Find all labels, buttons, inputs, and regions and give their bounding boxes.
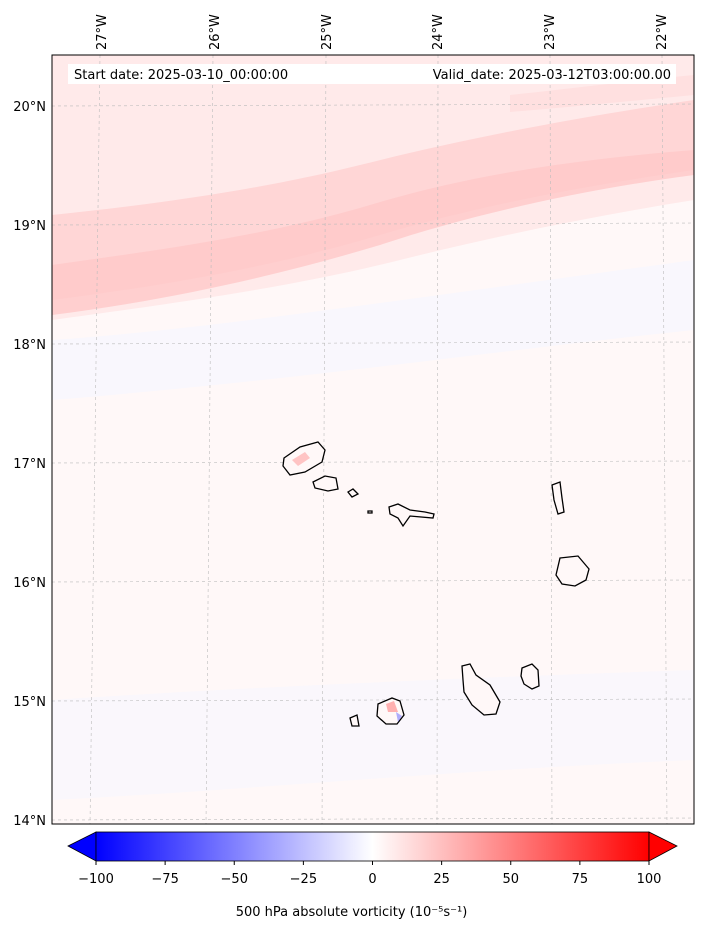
header-box: [68, 64, 676, 84]
colorbar-tick-label: 50: [502, 872, 519, 887]
island-boa-vista: [555, 555, 590, 587]
colorbar-extend-right: [648, 831, 678, 862]
colorbar-tick-label: −75: [151, 872, 178, 887]
map-frame: [51, 54, 695, 825]
lat-labels: 20°N 19°N 18°N 17°N 16°N 15°N 14°N: [13, 100, 46, 829]
lon-label-25w: 25°W: [320, 14, 335, 50]
lat-label-18n: 18°N: [13, 338, 46, 353]
lat-label-20n: 20°N: [13, 100, 46, 115]
gridlines: [52, 55, 694, 824]
colorbar-tick-label: 100: [637, 872, 662, 887]
island-branco: [367, 510, 373, 514]
vorticity-field: [52, 55, 694, 824]
colorbar-tick-label: 0: [368, 872, 376, 887]
start-date-label: Start date: 2025-03-10_00:00:00: [74, 68, 288, 83]
colorbar-tick-label: −50: [221, 872, 248, 887]
islands: [282, 441, 590, 727]
island-sao-nicolau: [388, 503, 435, 528]
island-santa-luzia: [347, 488, 360, 498]
island-maio: [520, 663, 540, 690]
lon-label-23w: 23°W: [543, 14, 558, 50]
island-sao-vicente: [312, 475, 339, 492]
colorbar-tick-label: 75: [572, 872, 589, 887]
lon-label-22w: 22°W: [655, 14, 670, 50]
lat-label-16n: 16°N: [13, 576, 46, 591]
colorbar-tick-label: −25: [290, 872, 317, 887]
colorbar-body: [95, 831, 650, 862]
island-sal: [551, 481, 565, 515]
lon-labels: 27°W 26°W 25°W 24°W 23°W 22°W: [95, 14, 670, 50]
lon-label-27w: 27°W: [95, 14, 110, 50]
colorbar-tick-label: 25: [433, 872, 450, 887]
valid-date-label: Valid_date: 2025-03-12T03:00:00.00: [433, 68, 671, 83]
colorbar-extend-left: [67, 831, 97, 862]
lon-label-26w: 26°W: [208, 14, 223, 50]
lat-label-19n: 19°N: [13, 219, 46, 234]
colorbar: −100 −75 −50 −25 0 25 50 75 100: [67, 831, 678, 887]
lat-label-17n: 17°N: [13, 457, 46, 472]
lat-label-14n: 14°N: [13, 814, 46, 829]
colorbar-tick-label: −100: [78, 872, 114, 887]
local-vorticity: [292, 452, 402, 722]
lon-label-24w: 24°W: [431, 14, 446, 50]
island-brava: [349, 714, 360, 727]
island-santiago: [461, 663, 501, 716]
lat-label-15n: 15°N: [13, 695, 46, 710]
colorbar-label: 500 hPa absolute vorticity (10⁻⁵s⁻¹): [235, 905, 468, 920]
